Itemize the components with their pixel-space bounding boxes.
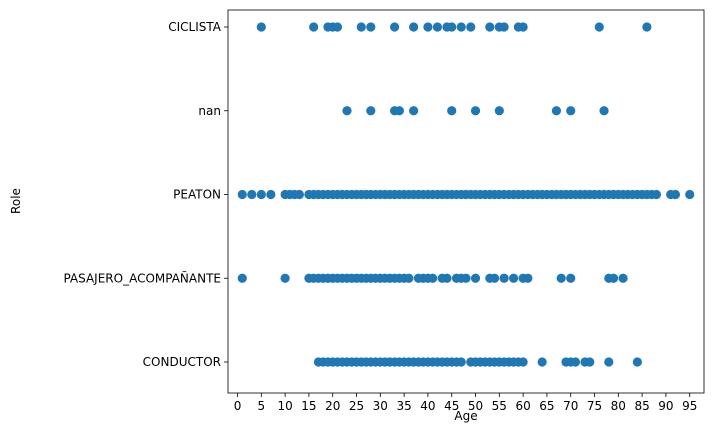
x-tick-label: 95 [682, 399, 697, 413]
data-point [556, 273, 566, 283]
data-point [404, 273, 414, 283]
data-point [585, 357, 595, 367]
data-point [237, 189, 247, 200]
x-tick-label: 20 [325, 399, 340, 413]
data-point [485, 22, 495, 32]
x-tick-label: 80 [611, 399, 626, 413]
y-axis: CONDUCTOR PASAJERO_ACOMPAÑANTE PEATON nan CI… [63, 20, 228, 369]
data-point [489, 273, 500, 283]
data-point [508, 273, 519, 283]
data-point [442, 273, 452, 283]
data-point [294, 189, 304, 200]
x-tick-label: 60 [515, 399, 530, 413]
data-point [551, 106, 562, 116]
x-tick-label: 55 [492, 399, 507, 413]
data-point [447, 106, 457, 116]
data-point [366, 22, 376, 32]
data-point [466, 22, 476, 32]
data-point [566, 273, 576, 283]
data-point [618, 273, 628, 283]
data-point [461, 273, 471, 283]
x-tick-label: 40 [420, 399, 435, 413]
data-point [518, 22, 528, 32]
data-point [409, 22, 419, 32]
data-point [342, 106, 352, 116]
data-point [247, 189, 257, 200]
data-point [670, 189, 681, 200]
data-point [632, 357, 642, 367]
y-tick-label: CICLISTA [168, 20, 222, 34]
data-point [566, 106, 576, 116]
data-point [651, 189, 662, 200]
y-tick-label: PEATON [173, 188, 221, 202]
data-point [570, 357, 581, 367]
data-point [604, 357, 614, 367]
x-tick-label: 65 [539, 399, 554, 413]
data-point [356, 22, 366, 32]
x-tick-label: 25 [349, 399, 364, 413]
data-point [456, 22, 466, 32]
data-point [499, 22, 509, 32]
data-point [447, 22, 457, 32]
data-point [537, 357, 547, 367]
x-axis-label: Age [454, 409, 477, 423]
x-tick-label: 85 [634, 399, 649, 413]
data-point [432, 22, 443, 32]
data-point [394, 106, 404, 116]
data-point [456, 357, 466, 367]
x-tick-label: 75 [587, 399, 602, 413]
data-point [366, 106, 376, 116]
data-point [332, 22, 343, 32]
data-point [594, 22, 604, 32]
data-point [280, 273, 290, 283]
x-tick-label: 45 [444, 399, 459, 413]
data-point [428, 273, 438, 283]
data-point [685, 189, 695, 200]
x-tick-label: 50 [468, 399, 483, 413]
data-point [409, 106, 419, 116]
y-tick-label: PASAJERO_ACOMPAÑANTE [63, 270, 221, 285]
y-tick-label: CONDUCTOR [143, 355, 221, 369]
x-axis: 0 5 10 15 20 25 30 35 40 45 50 55 60 65 70 75 80 85 90 95 [234, 393, 697, 413]
data-points [237, 22, 695, 367]
data-point [256, 22, 266, 32]
x-tick-label: 0 [234, 399, 242, 413]
data-point [494, 106, 504, 116]
x-tick-label: 5 [257, 399, 265, 413]
data-point [499, 273, 509, 283]
plot-frame [227, 9, 705, 394]
x-tick-label: 35 [396, 399, 411, 413]
x-tick-label: 90 [658, 399, 673, 413]
data-point [423, 22, 433, 32]
x-tick-label: 10 [277, 399, 292, 413]
data-point [599, 106, 609, 116]
x-tick-label: 30 [373, 399, 388, 413]
data-point [608, 273, 619, 283]
x-tick-label: 70 [563, 399, 578, 413]
y-axis-label: Role [9, 188, 23, 214]
data-point [518, 357, 528, 367]
y-tick-label: nan [198, 104, 221, 118]
data-point [523, 273, 533, 283]
data-point [470, 273, 481, 283]
data-point [390, 22, 400, 32]
data-point [256, 189, 266, 200]
data-point [266, 189, 276, 200]
x-tick-label: 15 [301, 399, 316, 413]
data-point [642, 22, 652, 32]
data-point [237, 273, 247, 283]
data-point [309, 22, 319, 32]
data-point [470, 106, 481, 116]
